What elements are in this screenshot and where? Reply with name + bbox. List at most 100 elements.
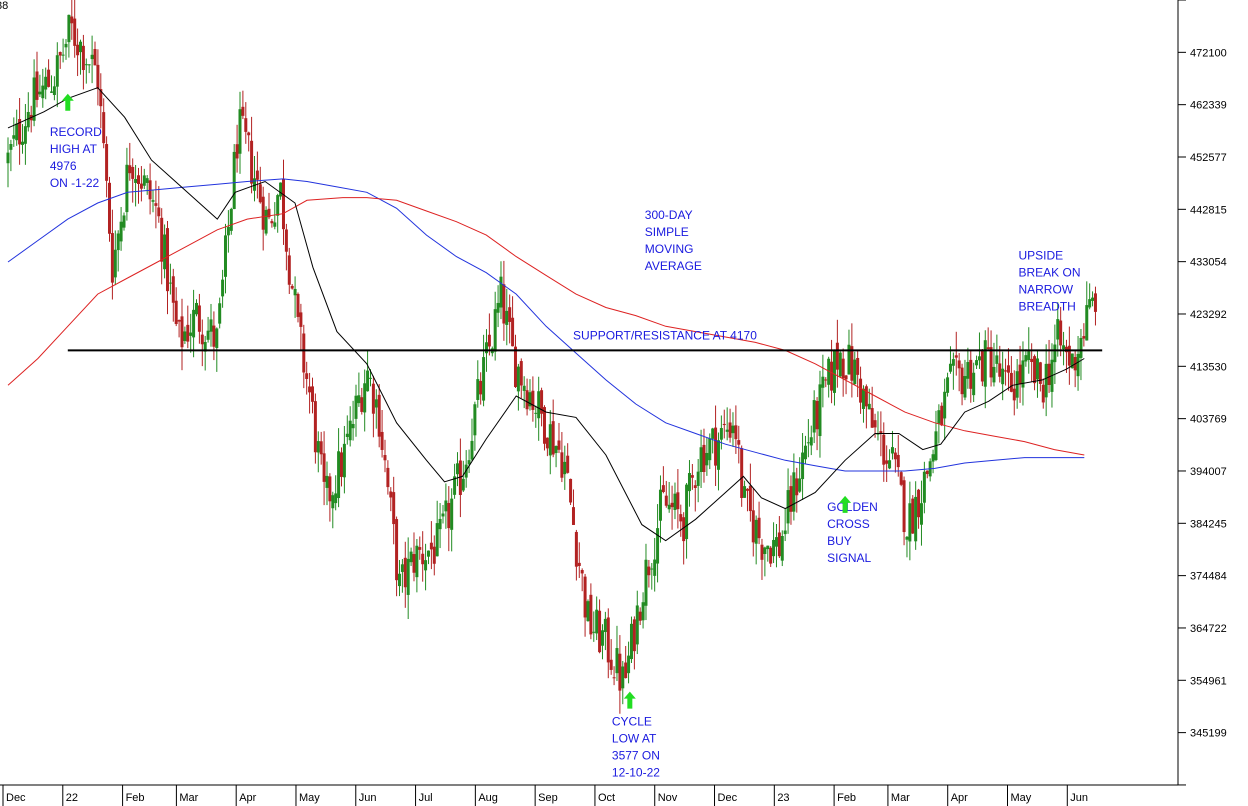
candle — [189, 313, 193, 353]
candle-body — [310, 386, 314, 402]
candle-body — [835, 342, 839, 370]
candle-body — [600, 630, 604, 646]
candle — [183, 326, 187, 344]
candle-body — [917, 489, 921, 518]
candle — [261, 186, 265, 251]
candle — [476, 360, 480, 408]
candle-body — [345, 433, 349, 437]
y-tick-label: 345199 — [1190, 728, 1227, 740]
candle — [989, 330, 993, 387]
candle-body — [426, 550, 430, 557]
candle — [1004, 358, 1008, 386]
candle-body — [409, 551, 413, 563]
candle-body — [658, 489, 662, 521]
candle-body — [711, 428, 715, 439]
annotation-text-line: CYCLE — [612, 715, 652, 729]
candle — [995, 334, 999, 373]
candle-body — [595, 609, 599, 634]
candle — [49, 75, 53, 93]
candle — [487, 313, 491, 356]
annotation-text-line: LOW AT — [612, 732, 657, 746]
candle-body — [777, 532, 781, 557]
candle — [116, 230, 120, 272]
candle-body — [847, 344, 851, 375]
candle-body — [293, 288, 297, 296]
candle-body — [563, 461, 567, 475]
ma-short-line — [7, 87, 1085, 542]
candle — [824, 377, 828, 388]
candle-body — [444, 500, 448, 512]
candle — [119, 207, 123, 251]
candle — [609, 639, 613, 675]
candle — [276, 193, 280, 233]
candle — [673, 482, 677, 520]
candle — [473, 401, 477, 451]
candle-body — [838, 352, 842, 377]
candle-body — [861, 388, 865, 409]
candle — [226, 210, 230, 253]
candle — [983, 330, 987, 409]
candle — [595, 596, 599, 641]
candle — [426, 550, 430, 565]
candle-body — [859, 378, 863, 403]
candle — [664, 480, 668, 508]
candle — [516, 363, 520, 411]
candle — [61, 38, 65, 63]
candle — [371, 375, 375, 438]
candle — [719, 415, 723, 450]
candle — [316, 431, 320, 473]
candle-body — [609, 659, 613, 670]
candle-body — [789, 486, 793, 512]
candle — [908, 481, 912, 561]
candle-body — [513, 346, 517, 388]
candle — [293, 276, 297, 318]
candle — [386, 460, 390, 495]
candle-body — [49, 91, 53, 93]
candle — [203, 335, 207, 371]
candle-body — [832, 350, 836, 393]
candle-body — [937, 410, 941, 424]
candle-body — [873, 420, 877, 428]
annotation-text-line: RECORD — [50, 125, 102, 139]
y-tick-label: 384245 — [1190, 518, 1227, 530]
candle — [618, 635, 622, 714]
candle-body — [1070, 353, 1074, 369]
candle — [847, 329, 851, 375]
candle-body — [748, 485, 752, 512]
candle-body — [545, 437, 549, 449]
candle-body — [676, 492, 680, 510]
candle-body — [722, 423, 726, 426]
candle — [760, 538, 764, 580]
candle — [96, 49, 100, 106]
candle-body — [580, 570, 584, 574]
candle — [827, 356, 831, 398]
x-tick-label: Jul — [419, 792, 433, 804]
annotation-cycle-low: CYCLE LOW AT 3577 ON 12-10-22 — [612, 691, 660, 780]
candle — [615, 625, 619, 682]
annotation-text-line: SIGNAL — [827, 551, 871, 565]
candle — [421, 531, 425, 582]
candle-body — [165, 228, 169, 292]
candle-body — [302, 333, 306, 373]
candle — [325, 461, 329, 506]
candle-body — [1027, 351, 1031, 361]
x-tick-label: Aug — [478, 792, 498, 804]
candle-body — [122, 215, 126, 228]
candle-body — [693, 485, 697, 489]
annotation-ma-300-label: 300-DAY SIMPLE MOVING AVERAGE — [645, 208, 702, 273]
candle — [151, 189, 155, 213]
candle-body — [841, 358, 845, 379]
x-tick-label: Jun — [1070, 792, 1088, 804]
candle-body — [615, 648, 619, 674]
candle — [998, 345, 1002, 383]
candle — [1088, 283, 1092, 310]
candle — [64, 39, 68, 60]
candle-body — [1053, 344, 1057, 363]
x-tick-label: 22 — [66, 792, 78, 804]
candle-body — [1038, 362, 1042, 384]
candle-body — [1059, 320, 1063, 346]
candle — [931, 449, 935, 474]
ma-300-line — [7, 178, 1085, 472]
candle — [954, 331, 958, 376]
candle — [322, 431, 326, 506]
